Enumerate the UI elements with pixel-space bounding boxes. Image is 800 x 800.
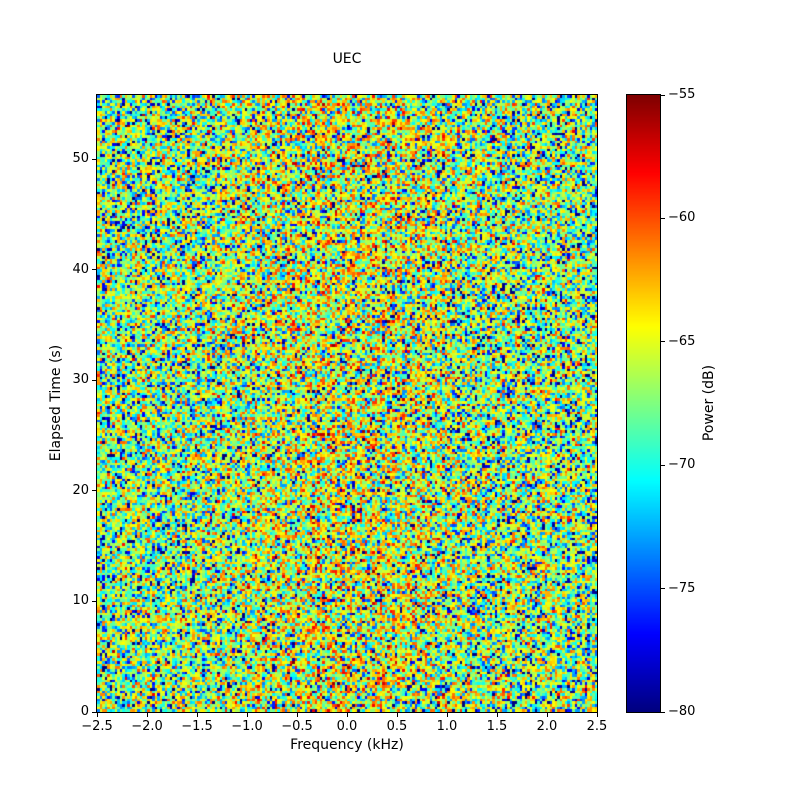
chart-title: UEC xyxy=(332,51,362,68)
x-tick-label: 1.0 xyxy=(436,719,458,734)
colorbar-tick-mark xyxy=(661,588,665,590)
x-tick-mark xyxy=(546,713,548,717)
colorbar xyxy=(626,94,661,713)
x-tick-mark xyxy=(146,713,148,717)
colorbar-tick-mark xyxy=(661,217,665,219)
x-tick-label: 2.0 xyxy=(536,719,558,734)
y-tick-mark xyxy=(92,269,96,271)
x-tick-mark xyxy=(446,713,448,717)
spectrogram-canvas xyxy=(97,95,597,712)
y-tick-label: 10 xyxy=(72,593,89,609)
spectrogram-plot-area xyxy=(96,94,598,713)
y-tick-mark xyxy=(92,379,96,381)
y-tick-label: 30 xyxy=(72,372,89,388)
x-axis-label: Frequency (kHz) xyxy=(290,737,404,753)
x-tick-label: −2.5 xyxy=(81,719,113,734)
x-tick-mark xyxy=(596,713,598,717)
x-tick-mark xyxy=(246,713,248,717)
colorbar-label: Power (dB) xyxy=(701,364,717,442)
x-tick-mark xyxy=(346,713,348,717)
colorbar-tick-label: −70 xyxy=(668,457,696,473)
x-tick-mark xyxy=(396,713,398,717)
colorbar-tick-label: −55 xyxy=(668,87,696,102)
colorbar-tick-label: −65 xyxy=(668,333,696,349)
x-tick-mark xyxy=(296,713,298,717)
colorbar-tick-label: −60 xyxy=(668,210,696,226)
colorbar-tick-mark xyxy=(661,94,665,96)
x-tick-label: 0.0 xyxy=(336,719,358,734)
colorbar-tick-label: −75 xyxy=(668,580,696,596)
colorbar-tick-mark xyxy=(661,711,665,713)
x-tick-label: 2.5 xyxy=(586,719,608,734)
colorbar-gradient-canvas xyxy=(627,95,660,712)
y-axis-label: Elapsed Time (s) xyxy=(48,344,64,462)
x-tick-label: 1.5 xyxy=(486,719,508,734)
colorbar-tick-label: −80 xyxy=(668,704,696,719)
x-tick-mark xyxy=(96,713,98,717)
x-tick-label: −1.5 xyxy=(181,719,213,734)
x-tick-mark xyxy=(196,713,198,717)
x-tick-label: −1.0 xyxy=(231,719,263,734)
x-tick-mark xyxy=(496,713,498,717)
y-tick-mark xyxy=(92,490,96,492)
y-tick-label: 40 xyxy=(72,261,89,277)
colorbar-tick-mark xyxy=(661,341,665,343)
y-tick-label: 50 xyxy=(72,151,89,167)
colorbar-tick-mark xyxy=(661,464,665,466)
y-tick-mark xyxy=(92,600,96,602)
x-tick-label: −2.0 xyxy=(131,719,163,734)
y-tick-label: 20 xyxy=(72,482,89,498)
y-tick-label: 0 xyxy=(80,704,89,719)
y-tick-mark xyxy=(92,711,96,713)
y-tick-mark xyxy=(92,158,96,160)
x-tick-label: 0.5 xyxy=(386,719,408,734)
x-tick-label: −0.5 xyxy=(281,719,313,734)
